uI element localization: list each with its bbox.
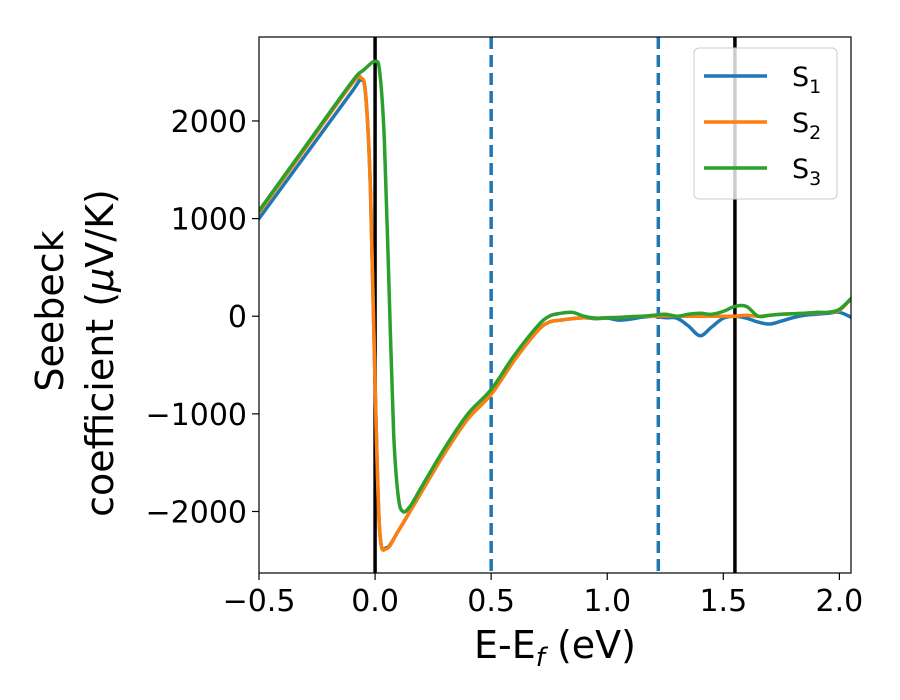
x-tick-label: 0.0 [351, 584, 399, 619]
x-axis-label: E-Ef (eV) [474, 623, 636, 673]
y-tick-label: 2000 [171, 105, 247, 140]
y-tick-label: 1000 [171, 203, 247, 238]
legend-label-s3: S3 [792, 154, 821, 190]
y-axis-ticks: −2000 −1000 0 1000 2000 [146, 105, 259, 530]
y-tick-label: −2000 [146, 495, 247, 530]
x-tick-label: 1.5 [699, 584, 747, 619]
y-axis-label-line1: Seebeck [28, 230, 72, 391]
y-tick-label: −1000 [146, 398, 247, 433]
x-axis-ticks: −0.5 0.0 0.5 1.0 1.5 2.0 [223, 573, 864, 619]
series-line-s3 [259, 59, 851, 514]
x-tick-label: 0.5 [467, 584, 515, 619]
legend-label-s1: S1 [792, 62, 821, 98]
y-axis-label-line2: coefficient (μV/K) [78, 189, 122, 517]
plot-frame [258, 36, 852, 574]
x-tick-label: 2.0 [816, 584, 864, 619]
x-tick-label: −0.5 [223, 584, 296, 619]
reference-lines [373, 37, 737, 573]
y-axis-label: Seebeck coefficient (μV/K) [28, 189, 122, 517]
legend: S1 S2 S3 [693, 47, 838, 200]
series-lines [259, 59, 851, 552]
y-tick-label: 0 [228, 300, 247, 335]
x-tick-label: 1.0 [583, 584, 631, 619]
legend-label-s2: S2 [792, 108, 821, 144]
